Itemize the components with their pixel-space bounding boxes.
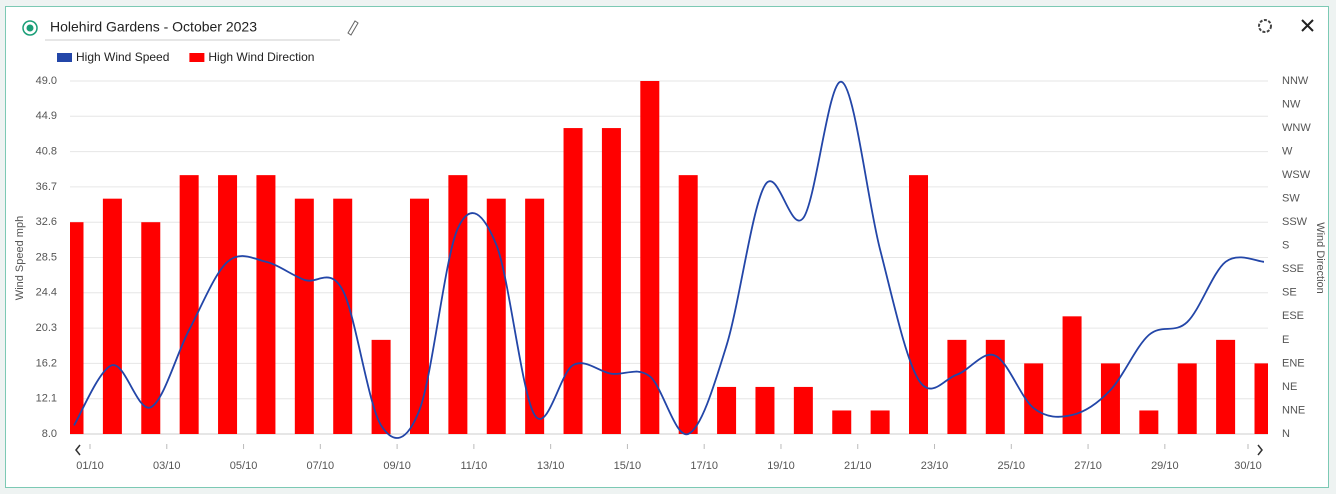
bar: [793, 386, 813, 434]
legend-label: High Wind Speed: [76, 50, 169, 64]
bar: [141, 222, 161, 434]
bar: [717, 386, 737, 434]
y2-tick-label: NW: [1282, 98, 1301, 110]
bar: [601, 128, 621, 434]
y-tick-label: 16.2: [36, 357, 57, 369]
bar: [1062, 316, 1082, 434]
y-axis-title: Wind Speed mph: [14, 216, 26, 300]
bar: [525, 198, 545, 434]
x-tick-label: 03/10: [153, 460, 181, 472]
bar: [909, 175, 929, 434]
bar: [1254, 363, 1268, 434]
y-tick-label: 40.8: [36, 146, 57, 158]
y2-tick-label: ENE: [1282, 357, 1305, 369]
y-tick-label: 20.3: [36, 322, 57, 334]
y-tick-label: 28.5: [36, 251, 57, 263]
y2-tick-label: WNW: [1282, 122, 1311, 134]
y-tick-label: 8.0: [42, 428, 57, 440]
bar: [640, 81, 660, 434]
y2-tick-label: SSE: [1282, 263, 1304, 275]
y-tick-label: 12.1: [36, 393, 57, 405]
bar: [1024, 363, 1044, 434]
bar: [870, 410, 890, 434]
bar: [1216, 339, 1236, 434]
bar: [563, 128, 583, 434]
y2-tick-label: ESE: [1282, 310, 1304, 322]
y2-tick-label: SE: [1282, 287, 1297, 299]
chart-title: Holehird Gardens - October 2023: [50, 19, 257, 35]
x-tick-label: 21/10: [844, 460, 872, 472]
y2-tick-label: NE: [1282, 381, 1297, 393]
x-tick-label: 11/10: [461, 460, 488, 472]
x-tick-label: 15/10: [614, 460, 642, 472]
x-tick-label: 07/10: [307, 460, 335, 472]
bar: [832, 410, 852, 434]
scroll-right[interactable]: [1257, 444, 1263, 456]
settings-icon[interactable]: [1258, 19, 1272, 33]
line: [73, 80, 1265, 439]
bar: [294, 198, 314, 434]
bar: [1139, 410, 1159, 434]
y2-tick-label: S: [1282, 240, 1289, 252]
y-tick-label: 32.6: [36, 216, 57, 228]
edit-icon[interactable]: [347, 20, 359, 36]
bar: [218, 175, 238, 434]
bar: [179, 175, 199, 434]
x-tick-label: 23/10: [921, 460, 949, 472]
bar: [755, 386, 775, 434]
bar: [102, 198, 122, 434]
y2-tick-label: WSW: [1282, 169, 1311, 181]
bar: [947, 339, 967, 434]
x-tick-label: 09/10: [383, 460, 411, 472]
bar: [333, 198, 353, 434]
bar: [985, 339, 1005, 434]
status-icon: [22, 20, 38, 36]
bar: [486, 198, 506, 434]
y-tick-label: 44.9: [36, 110, 57, 122]
x-tick-label: 05/10: [230, 460, 258, 472]
y-tick-label: 24.4: [36, 287, 57, 299]
x-tick-label: 17/10: [690, 460, 718, 472]
y2-tick-label: NNW: [1282, 75, 1309, 87]
y2-tick-label: W: [1282, 146, 1293, 158]
scroll-left[interactable]: [75, 444, 81, 456]
bar: [1100, 363, 1120, 434]
bar: [409, 198, 429, 434]
bar: [1177, 363, 1197, 434]
y-tick-label: 36.7: [36, 181, 57, 193]
legend-swatch: [189, 53, 205, 62]
x-tick-label: 13/10: [537, 460, 565, 472]
x-tick-label: 19/10: [767, 460, 795, 472]
x-tick-label: 25/10: [998, 460, 1026, 472]
y2-tick-label: SSW: [1282, 216, 1308, 228]
bar: [448, 175, 468, 434]
y-tick-label: 49.0: [36, 75, 57, 87]
bar: [371, 339, 391, 434]
bar: [70, 222, 84, 434]
x-tick-label: 29/10: [1151, 460, 1179, 472]
x-tick-label: 27/10: [1074, 460, 1102, 472]
y2-tick-label: NNE: [1282, 404, 1305, 416]
y2-tick-label: N: [1282, 428, 1290, 440]
x-tick-label: 01/10: [76, 460, 104, 472]
status-dot: [26, 24, 34, 32]
y2-tick-label: E: [1282, 334, 1289, 346]
y2-tick-label: SW: [1282, 193, 1300, 205]
y2-axis-title: Wind Direction: [1314, 222, 1326, 294]
legend-swatch: [57, 53, 72, 62]
legend-label: High Wind Direction: [208, 50, 314, 64]
close-icon[interactable]: [1301, 19, 1314, 32]
bar: [678, 175, 698, 434]
bar: [256, 175, 276, 434]
x-tick-label: 30/10: [1234, 460, 1262, 472]
